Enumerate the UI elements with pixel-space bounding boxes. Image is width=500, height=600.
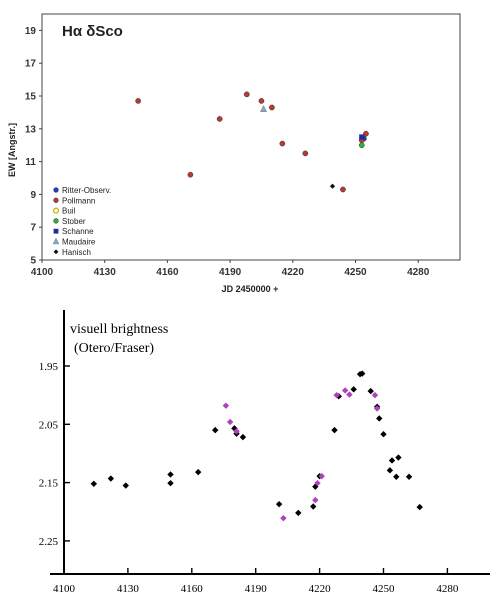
chart1-point-pollmann: [258, 98, 265, 104]
chart1-y-tick-label: 17: [25, 59, 37, 70]
chart2-x-tick-label: 4160: [181, 583, 204, 595]
chart1-y-tick-label: 5: [30, 256, 36, 267]
chart2-point-purple: [314, 479, 321, 487]
chart1-x-axis-label: JD 2450000 +: [222, 284, 279, 294]
chart1-y-tick-label: 7: [30, 223, 36, 234]
chart2-point-black: [367, 387, 374, 395]
chart2-point-purple: [226, 418, 234, 426]
chart1-legend-label: Stober: [62, 217, 86, 226]
chart2-point-black: [122, 482, 129, 489]
chart1-point-stober: [358, 142, 365, 149]
chart1-y-tick-label: 11: [25, 157, 36, 168]
chart2-point-purple: [222, 402, 230, 409]
chart1-point-pollmann: [302, 150, 309, 157]
chart2-y-tick-label: 2.25: [39, 536, 59, 548]
chart1-point-pollmann: [279, 140, 286, 147]
chart1-x-tick-label: 4220: [282, 267, 305, 278]
chart2-point-black: [380, 431, 387, 438]
chart2-y-tick-label: 2.05: [39, 419, 59, 431]
chart2-x-tick-label: 4280: [436, 583, 459, 595]
chart1-y-tick-label: 9: [30, 190, 36, 201]
chart2-x-tick-label: 4190: [245, 583, 268, 595]
chart2-point-black: [331, 426, 338, 434]
chart2-y-tick-label: 1.95: [39, 361, 59, 373]
chart2-x-tick-label: 4130: [117, 583, 140, 595]
chart2-x-tick-label: 4100: [53, 583, 76, 595]
chart2-point-purple: [312, 496, 319, 504]
chart2-x-tick-label: 4220: [309, 583, 332, 595]
chart1-point-schanne: [359, 134, 365, 140]
chart2-point-black: [167, 471, 174, 478]
chart2-point-purple: [318, 472, 325, 480]
chart1-x-tick-label: 4160: [156, 267, 179, 278]
chart1-legend-label: Schanne: [62, 227, 94, 236]
chart2-point-black: [386, 467, 394, 474]
chart2: visuell brightness (Otero/Fraser) 4100 41…: [39, 310, 490, 595]
chart2-point-black: [350, 386, 357, 393]
chart1: Hα δSco JD 2450000 + EW [Angstr.] 4100 41…: [7, 13, 461, 294]
chart2-point-black: [388, 457, 396, 464]
chart2-point-black: [310, 503, 317, 510]
chart2-y-tick-label: 2.15: [39, 478, 59, 490]
chart2-point-black: [275, 500, 283, 508]
chart1-legend-marker: [53, 228, 59, 234]
chart2-annotation-line1: visuell brightness: [70, 322, 168, 337]
chart1-legend-label: Pollmann: [62, 196, 95, 205]
chart2-point-black: [376, 415, 383, 422]
chart2-point-black: [90, 480, 98, 487]
chart1-x-tick-label: 4130: [94, 267, 117, 278]
chart2-point-purple: [371, 391, 379, 399]
chart1-legend-label: Hanisch: [62, 248, 91, 257]
chart1-x-tick-label: 4280: [407, 267, 430, 278]
chart2-point-black: [416, 503, 423, 511]
chart2-point-purple: [346, 391, 353, 398]
chart1-y-tick-label: 13: [25, 124, 37, 135]
chart2-x-tick-label: 4250: [373, 583, 396, 595]
chart1-x-tick-label: 4250: [344, 267, 367, 278]
chart1-point-pollmann: [135, 98, 141, 104]
chart1-legend-label: Buil: [62, 207, 76, 216]
chart1-point-pollmann: [363, 130, 369, 137]
chart2-point-black: [167, 479, 174, 487]
chart1-legend-label: Ritter-Observ.: [62, 186, 111, 195]
chart2-point-black: [359, 370, 366, 377]
chart2-point-black: [107, 475, 115, 482]
chart1-y-axis-label: EW [Angstr.]: [7, 123, 17, 177]
chart2-point-purple: [333, 391, 340, 399]
chart1-plot-frame: [41, 13, 461, 261]
chart1-y-tick-label: 19: [25, 26, 37, 37]
chart2-point-black: [295, 509, 302, 517]
chart2-point-black: [395, 454, 402, 461]
chart1-point-pollmann: [243, 91, 250, 98]
chart1-point-pollmann: [340, 186, 346, 193]
chart1-legend-marker: [53, 197, 59, 203]
chart1-legend-marker: [52, 237, 60, 245]
chart1-x-tick-label: 4190: [219, 267, 242, 278]
chart1-legend-marker: [52, 207, 60, 214]
chart2-point-purple: [341, 387, 349, 394]
chart1-y-tick-label: 15: [25, 92, 37, 103]
chart2-point-black: [405, 473, 413, 480]
chart2-point-purple: [280, 514, 287, 522]
chart1-legend-marker: [53, 249, 59, 255]
chart1-title: Hα δSco: [62, 23, 123, 40]
chart1-point-maudaire: [260, 104, 268, 112]
chart2-point-black: [212, 426, 219, 434]
chart2-point-black: [239, 433, 247, 441]
chart1-legend-marker: [53, 218, 59, 224]
chart2-point-black: [194, 468, 202, 476]
chart1-point-pollmann: [216, 116, 223, 122]
chart1-point-pollmann: [187, 171, 194, 178]
chart2-point-purple: [233, 428, 240, 435]
chart2-annotation-line2: (Otero/Fraser): [74, 341, 154, 356]
chart1-legend-label: Maudaire: [62, 238, 96, 247]
chart2-point-black: [393, 473, 400, 480]
chart2-point-purple: [373, 405, 381, 412]
chart1-point-pollmann: [269, 104, 275, 111]
chart1-x-tick-label: 4100: [31, 267, 54, 278]
chart1-point-hanisch: [329, 183, 336, 189]
chart1-legend-marker: [53, 187, 59, 193]
